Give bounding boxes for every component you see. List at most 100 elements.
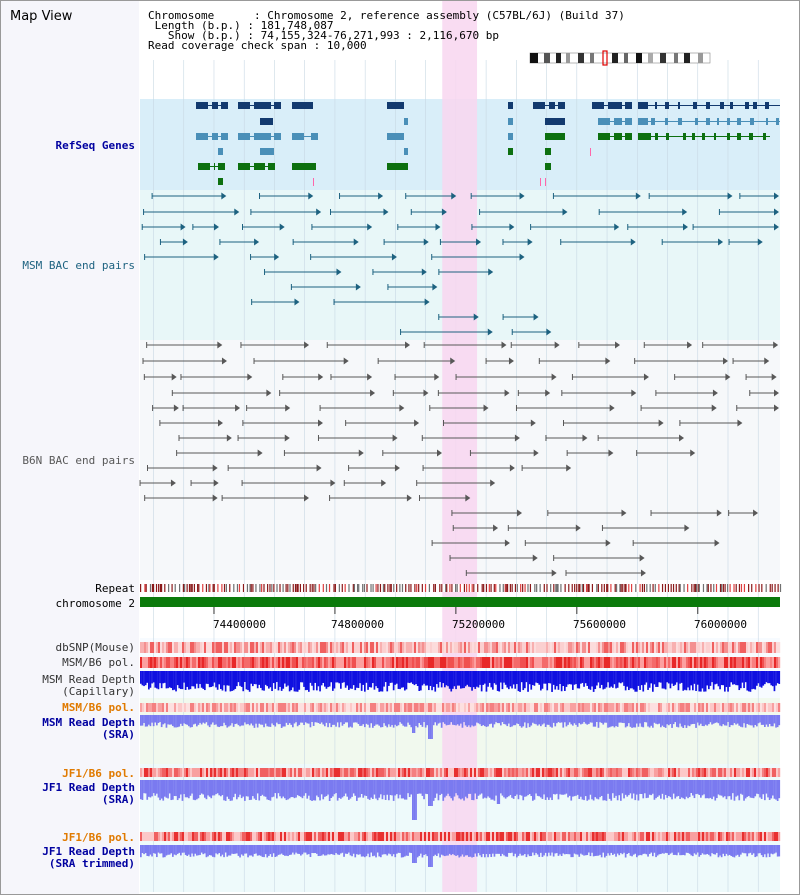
jf1-b6-pol-strip-cell [666,768,669,777]
jf1-depth-trimmed-bar [444,845,446,857]
msm-b6-pol-strip-cell [412,657,415,668]
jf1-depth-trimmed-bar [525,845,528,858]
dbsnp-strip-cell [170,642,173,653]
msm-b6-pol-strip-cell [476,657,479,668]
jf1-depth-sra-bar [282,780,285,797]
msm-depth-capillary-bar [172,671,174,691]
msm-depth-sra-bar [724,715,726,726]
jf1-b6-pol-strip-cell [740,768,743,777]
jf1-b6-pol-strip-cell [210,768,213,777]
msm-depth-capillary-bar [604,671,606,689]
msm-depth-sra-bar [775,715,777,728]
dbsnp-strip-cell [342,642,345,653]
selected-region-highlight[interactable] [442,0,478,892]
msm-depth-capillary-bar [268,671,270,689]
jf1-depth-trimmed-bar [256,845,259,856]
jf1-b6-pol-2-strip-cell [522,832,525,841]
repeat-element [624,584,626,592]
dbsnp-strip-cell [384,642,387,653]
jf1-b6-pol-2-strip-cell [682,832,685,841]
jf1-depth-trimmed-bar [463,845,465,857]
msm-depth-sra-bar [644,715,646,723]
repeat-element [198,584,200,592]
jf1-depth-sra-bar [277,780,280,794]
jf1-b6-pol-strip-cell [744,768,747,777]
jf1-b6-pol-strip-cell [240,768,243,777]
msm-b6-pol-strip-cell [404,657,407,668]
msm-depth-sra-bar [570,715,573,725]
dbsnp-strip-cell [688,642,691,653]
refseq-genes-track-label[interactable]: RefSeq Genes [55,139,135,152]
jf1-depth-trimmed-bar [303,845,305,853]
msm-depth-sra-bar [485,715,488,727]
msm-depth-sra-bar [490,715,493,724]
msm-b6-pol-2-strip-cell [652,703,655,712]
jf1-depth-sra-bar [389,780,392,796]
jf1-depth-sra-bar [637,780,640,801]
msm-depth-sra-bar [405,715,408,727]
repeat-element [774,584,776,592]
msm-b6-pol-track-label: MSM/B6 pol. [62,656,135,669]
jf1-b6-pol-strip-cell [752,768,755,777]
jf1-depth-trimmed-bar [239,845,241,858]
dbsnp-strip-cell [642,642,645,653]
jf1-b6-pol-2-strip-cell [306,832,309,841]
msm-depth-capillary-bar [618,671,621,683]
msm-bac-pair-end-arrow [546,328,552,336]
repeat-element [315,584,317,592]
msm-b6-pol-2-strip-cell [490,703,493,712]
jf1-depth-sra-bar [336,780,339,801]
jf1-b6-pol-2-strip-cell [578,832,581,841]
jf1-depth-sra-bar [144,780,147,794]
jf1-b6-pol-2-strip-cell [418,832,421,841]
msm-depth-sra-bar [364,715,366,728]
msm-b6-pol-2-strip-cell [522,703,525,712]
coverage-label: Read coverage check span [148,39,307,52]
refseq-gene-exon [260,148,274,155]
jf1-depth-trimmed-bar [565,845,568,855]
jf1-b6-pol-strip-cell [602,768,605,777]
msm-b6-pol-2-strip-cell [254,703,257,712]
repeat-element [334,584,336,592]
jf1-depth-trimmed-bar [418,845,421,856]
repeat-element [393,584,395,592]
jf1-b6-pol-2-strip-cell [340,832,343,841]
jf1-depth-trimmed-bar [376,845,379,853]
dbsnp-strip-cell [206,642,209,653]
jf1-depth-trimmed-bar [708,845,710,855]
refseq-gene-exon [260,118,273,125]
jf1-depth-sra-bar [322,780,325,800]
repeat-element [363,584,366,592]
msm-bac-pair-end-arrow [294,298,300,306]
b6n-bac-pair-end-arrow [687,341,693,349]
dbsnp-strip-cell [456,642,459,653]
b6n-bac-track-label[interactable]: B6N BAC end pairs [22,454,135,467]
refseq-gene-exon [647,133,651,140]
jf1-depth-sra-bar [698,780,701,795]
jf1-depth-trimmed-bar [586,845,589,856]
jf1-b6-pol-strip-cell [186,768,189,777]
refseq-pseudo-mark [540,178,541,186]
b6n-bac-pair-end-arrow [465,494,471,502]
msm-depth-capillary-bar [148,671,150,690]
msm-b6-pol-strip-cell [528,657,531,668]
jf1-b6-pol-2-strip-cell [162,832,165,841]
jf1-depth-trimmed-bar [698,845,701,857]
msm-b6-pol-2-strip-cell [182,703,185,712]
msm-depth-capillary-bar [642,671,645,692]
jf1-b6-pol-strip-cell [246,768,249,777]
msm-depth-capillary-bar [720,671,723,686]
jf1-depth-trimmed-bar [268,845,270,856]
msm-depth-sra-bar [708,715,710,725]
jf1-b6-pol-strip-cell [562,768,565,777]
jf1-depth-trimmed-bar [664,845,667,853]
jf1-depth-trimmed-bar [634,845,637,854]
msm-b6-pol-2-strip-cell [356,703,359,712]
jf1-b6-pol-2-strip-cell [186,832,189,841]
jf1-depth-sra-bar [223,780,225,801]
msm-depth-capillary-bar [320,671,323,686]
jf1-b6-pol-2-strip-cell [228,832,231,841]
jf1-depth-sra-bar [173,780,176,797]
msm-bac-track-label[interactable]: MSM BAC end pairs [22,259,135,272]
